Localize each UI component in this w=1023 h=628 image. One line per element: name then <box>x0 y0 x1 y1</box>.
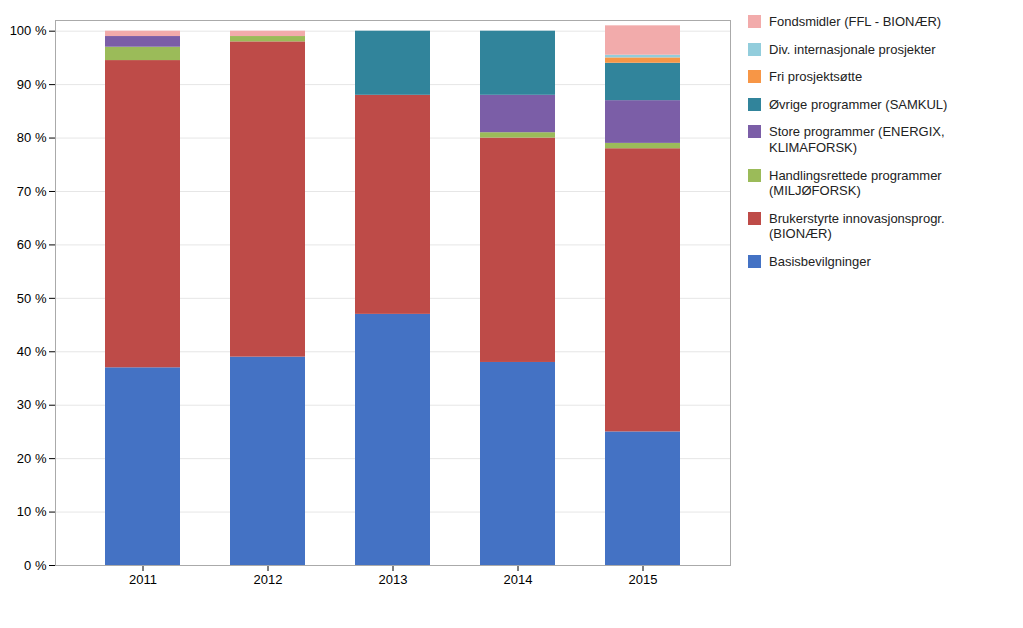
svg-text:2015: 2015 <box>629 572 658 587</box>
svg-text:60 %: 60 % <box>17 237 47 252</box>
html-text:Store programmer (ENERGIX, KLI: Store programmer (ENERGIX, KLIMAFORSK) <box>769 124 945 155</box>
svg-text:70 %: 70 % <box>17 184 47 199</box>
svg-text:50 %: 50 % <box>17 291 47 306</box>
svg-text:20 %: 20 % <box>17 451 47 466</box>
svg-text:2013: 2013 <box>379 572 408 587</box>
svg-text:100 %: 100 % <box>10 23 47 38</box>
html-text:Div. internasjonale prosjekter: Div. internasjonale prosjekter <box>769 41 936 57</box>
html-text:Basisbevilgninger: Basisbevilgninger <box>769 253 871 269</box>
svg-text:10 %: 10 % <box>17 504 47 519</box>
svg-text:0 %: 0 % <box>24 558 47 573</box>
svg-text:2011: 2011 <box>129 572 157 587</box>
svg-text:2014: 2014 <box>504 572 533 587</box>
svg-text:30 %: 30 % <box>17 397 47 412</box>
svg-text:80 %: 80 % <box>17 130 47 145</box>
svg-text:90 %: 90 % <box>17 77 47 92</box>
svg-text:40 %: 40 % <box>17 344 47 359</box>
html-text:Handlingsrettede programmer (M: Handlingsrettede programmer (MILJØFORSK) <box>769 167 942 199</box>
svg-text:2012: 2012 <box>254 572 283 587</box>
html-text:Øvrige programmer (SAMKUL): Øvrige programmer (SAMKUL) <box>769 96 948 112</box>
html-text:Fri prosjektsøtte: Fri prosjektsøtte <box>769 69 863 85</box>
html-text:Fondsmidler (FFL - BIONÆR): Fondsmidler (FFL - BIONÆR) <box>769 14 942 29</box>
html-text:Brukerstyrte innovasjonsprogr.: Brukerstyrte innovasjonsprogr. (BIONÆR) <box>769 210 945 242</box>
